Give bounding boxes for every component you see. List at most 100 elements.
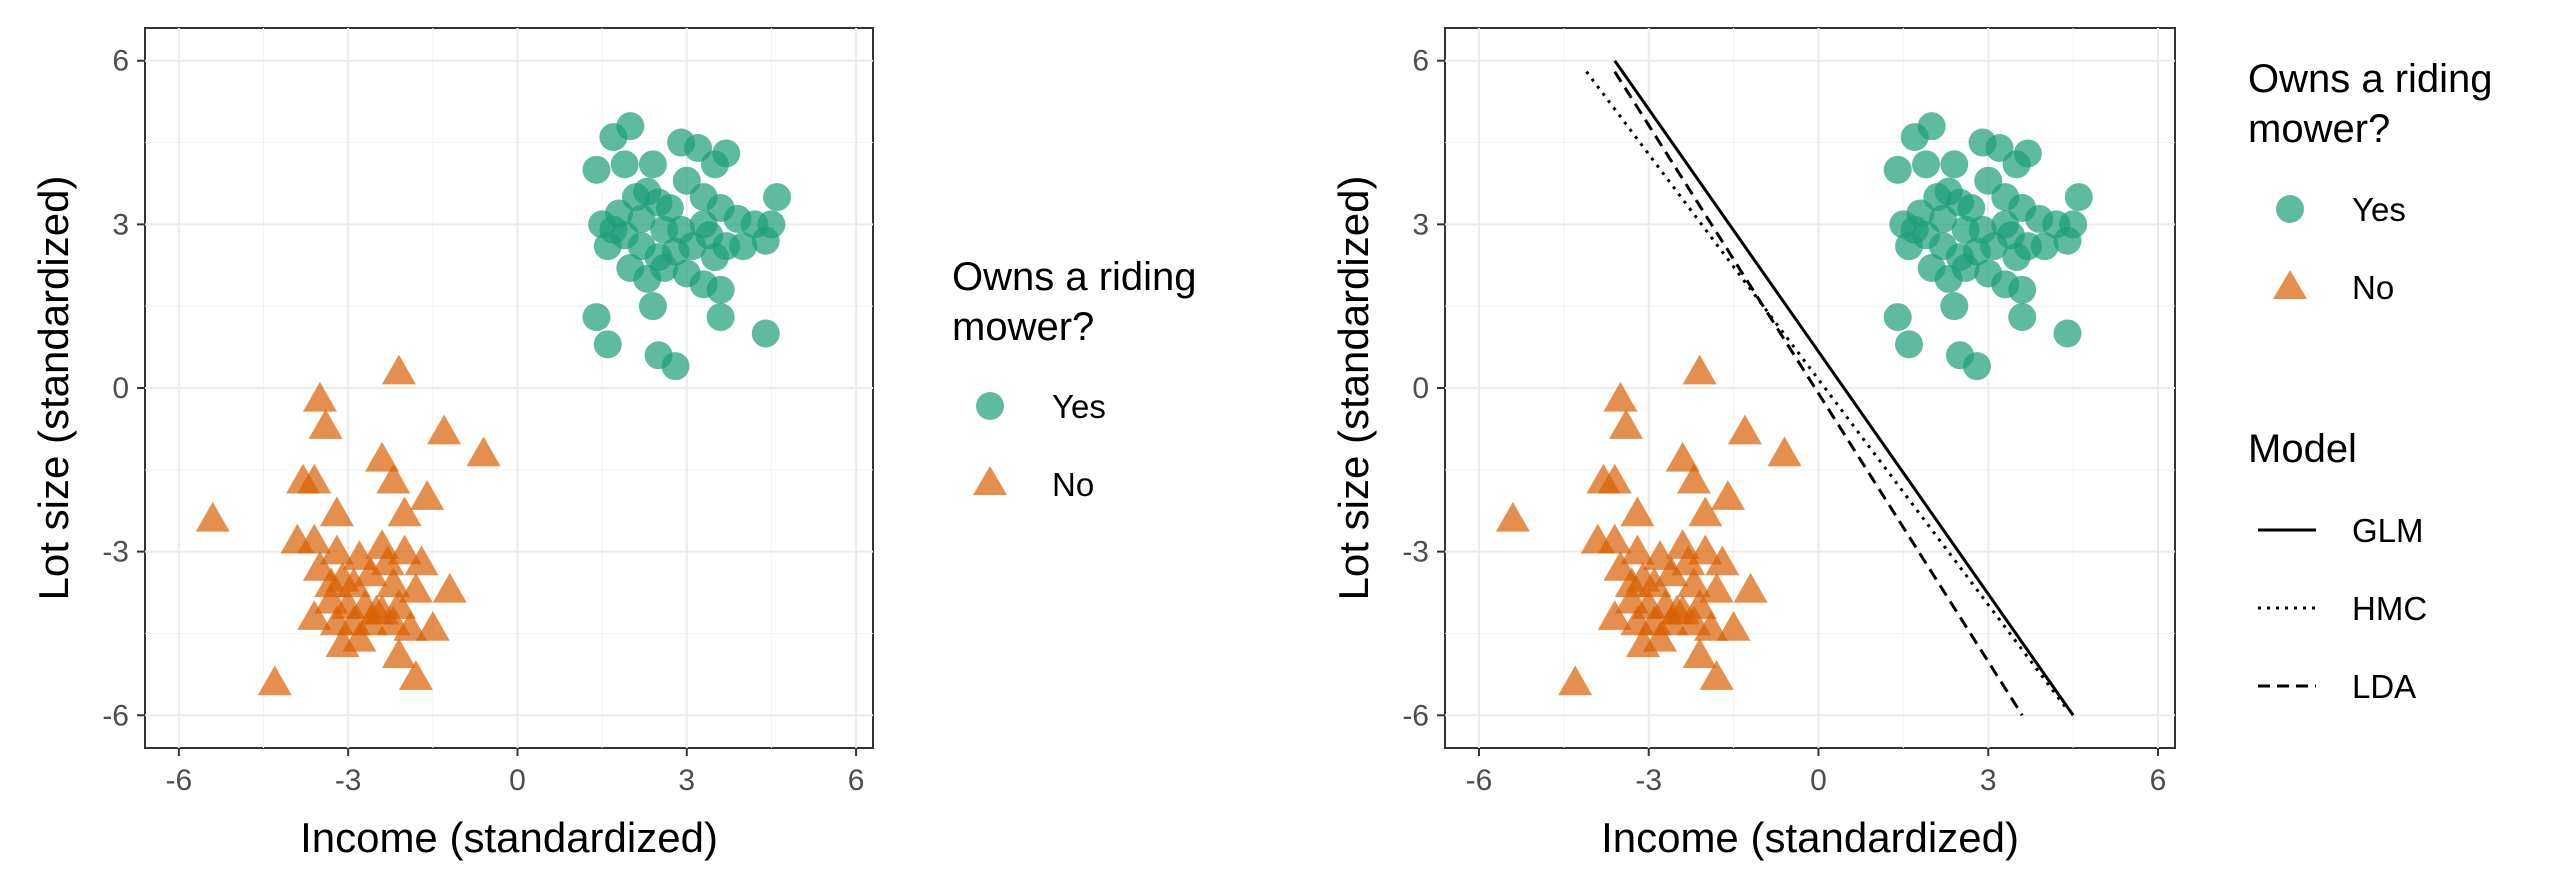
y-tick-label: -3 xyxy=(1402,536,1429,569)
point-no xyxy=(398,572,433,603)
point-no xyxy=(1665,441,1700,472)
y-tick-label: -3 xyxy=(102,536,129,569)
point-no xyxy=(319,534,354,565)
point-no xyxy=(302,381,337,412)
point-yes xyxy=(757,210,786,239)
point-yes xyxy=(2002,243,2031,272)
left-marks xyxy=(195,112,792,696)
point-yes xyxy=(1883,303,1912,332)
point-no xyxy=(257,665,292,696)
point-no xyxy=(1727,414,1762,445)
point-no xyxy=(432,572,467,603)
right-model-lines xyxy=(1585,59,2075,717)
model-legend-lda-label: LDA xyxy=(2352,668,2416,705)
point-no xyxy=(387,534,422,565)
x-tick-label: 3 xyxy=(678,764,695,797)
point-no xyxy=(1643,621,1678,652)
y-tick-label: -6 xyxy=(102,699,129,732)
point-yes xyxy=(627,204,656,233)
point-no xyxy=(1682,638,1717,669)
model-line-glm xyxy=(1613,59,2075,717)
point-yes xyxy=(729,232,758,261)
point-no xyxy=(359,594,394,625)
point-no xyxy=(387,496,422,527)
x-tick-label: -6 xyxy=(166,764,193,797)
point-no xyxy=(1495,501,1530,532)
point-yes xyxy=(763,183,792,212)
left-x-axis-title: Income (standardized) xyxy=(300,814,718,861)
point-no xyxy=(297,523,332,554)
point-yes xyxy=(689,210,718,239)
x-tick-label: 6 xyxy=(2150,764,2167,797)
right-y-axis-title: Lot size (standardized) xyxy=(1330,176,1377,601)
right-panel: -6 -3 0 3 6 -6 -3 0 3 6 Income (standardized) Lot… xyxy=(1330,27,2493,861)
left-y-axis-title: Lot size (standardized) xyxy=(30,176,77,601)
point-no xyxy=(370,545,405,576)
point-yes xyxy=(1957,194,1986,222)
y-tick-label: 3 xyxy=(1412,208,1429,241)
point-no xyxy=(1705,545,1740,576)
y-tick-label: 3 xyxy=(112,208,129,241)
y-tick-label: 6 xyxy=(112,45,129,78)
point-no xyxy=(1733,572,1768,603)
point-no xyxy=(195,501,230,532)
point-yes xyxy=(1928,204,1957,233)
point-yes xyxy=(655,194,684,222)
point-yes xyxy=(1951,215,1980,244)
point-yes xyxy=(1912,150,1941,179)
right-legend-no-marker xyxy=(2273,270,2307,299)
model-legend-hmc-label: HMC xyxy=(2352,590,2427,627)
right-marks xyxy=(1495,112,2093,696)
left-legend-title-line-2: mower? xyxy=(952,305,1094,349)
point-no xyxy=(404,545,439,576)
point-no xyxy=(1716,611,1751,641)
point-no xyxy=(410,480,445,510)
point-yes xyxy=(751,319,780,348)
point-no xyxy=(1620,496,1655,527)
point-yes xyxy=(1895,330,1924,359)
point-no xyxy=(415,611,450,641)
point-yes xyxy=(1962,352,1991,381)
x-tick-label: 3 xyxy=(1980,764,1997,797)
point-no xyxy=(297,463,332,494)
point-yes xyxy=(1917,112,1946,141)
x-tick-label: 0 xyxy=(1810,764,1827,797)
point-no xyxy=(1688,534,1723,565)
point-yes xyxy=(616,112,645,141)
point-no xyxy=(381,638,416,669)
point-yes xyxy=(1940,150,1969,179)
point-no xyxy=(314,567,349,598)
right-model-legend: Model GLM HMC LDA xyxy=(2248,427,2427,705)
point-yes xyxy=(706,303,735,332)
point-no xyxy=(297,600,332,630)
point-no xyxy=(1614,567,1649,598)
point-yes xyxy=(2013,139,2042,168)
point-yes xyxy=(1940,292,1969,321)
point-no xyxy=(1597,463,1632,494)
right-legend-title-line-1: Owns a riding xyxy=(2248,57,2493,101)
point-no xyxy=(1676,463,1711,494)
left-legend-no-marker xyxy=(973,466,1007,495)
point-yes xyxy=(2059,210,2088,239)
point-no xyxy=(365,441,400,472)
right-legend-yes-marker xyxy=(2276,195,2304,223)
point-yes xyxy=(706,275,735,304)
point-no xyxy=(1597,523,1632,554)
point-yes xyxy=(1883,155,1912,184)
left-legend-yes-marker xyxy=(976,392,1004,420)
point-yes xyxy=(1900,215,1929,244)
point-no xyxy=(1688,496,1723,527)
point-no xyxy=(336,567,371,598)
right-tick-labels: -6 -3 0 3 6 -6 -3 0 3 6 xyxy=(1402,45,2166,797)
point-no xyxy=(1597,600,1632,630)
right-gridlines xyxy=(1445,28,2175,748)
point-no xyxy=(319,496,354,527)
point-yes xyxy=(1951,254,1980,282)
point-no xyxy=(1710,480,1745,510)
point-yes xyxy=(2053,319,2082,348)
point-no xyxy=(1671,545,1706,576)
point-no xyxy=(1558,665,1593,696)
left-gridlines xyxy=(145,28,873,748)
point-yes xyxy=(593,330,622,359)
point-yes xyxy=(712,139,741,168)
